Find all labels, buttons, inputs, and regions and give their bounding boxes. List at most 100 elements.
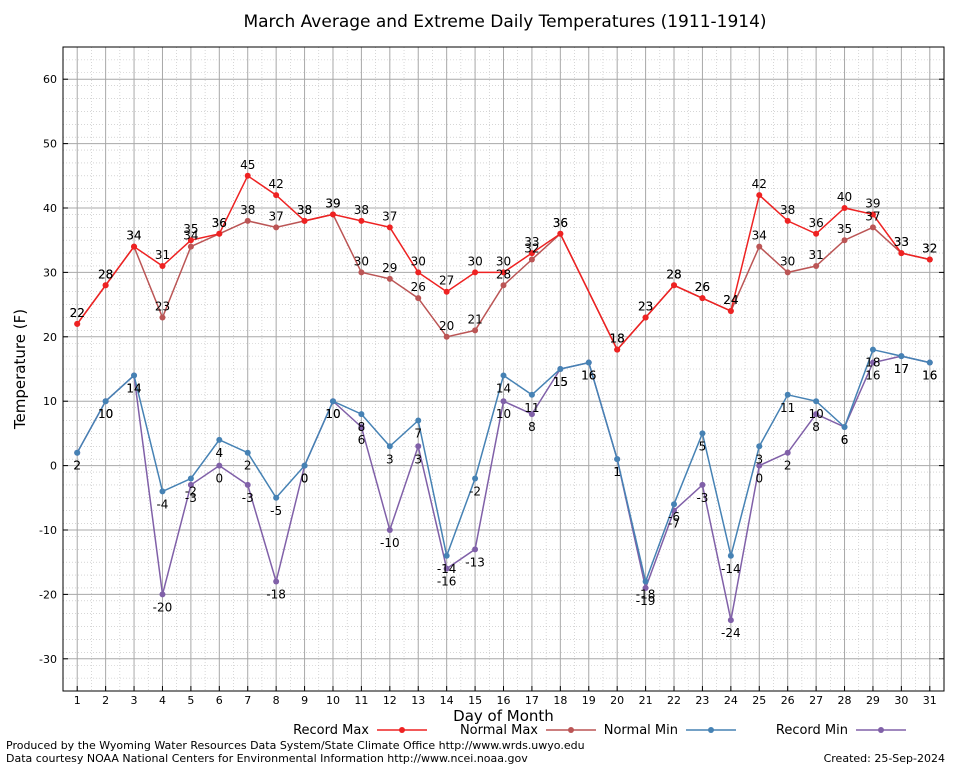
- data-point-normal-min: [187, 475, 194, 482]
- data-label-record-max: 36: [212, 216, 227, 230]
- y-tick-label: 40: [43, 202, 57, 215]
- data-label-record-max: 36: [808, 216, 823, 230]
- data-label-record-min: -16: [437, 575, 457, 589]
- series-layer: [74, 172, 933, 624]
- data-point-record-max: [926, 256, 933, 263]
- data-label-normal-max: 28: [666, 267, 681, 281]
- data-label-normal-max: 39: [325, 196, 340, 210]
- data-point-record-min: [813, 411, 820, 418]
- legend-label: Normal Max: [460, 723, 538, 738]
- data-point-record-max: [699, 295, 706, 302]
- data-point-normal-min: [159, 488, 166, 495]
- x-tick-label: 26: [781, 694, 795, 707]
- data-point-record-min: [642, 584, 649, 591]
- data-label-normal-max: 34: [752, 229, 767, 243]
- data-label-record-min: 10: [98, 407, 113, 421]
- data-label-normal-max: 23: [155, 299, 170, 313]
- data-label-normal-max: 24: [723, 293, 738, 307]
- data-label-normal-max: 38: [240, 203, 255, 217]
- data-label-normal-max: 23: [638, 299, 653, 313]
- data-label-normal-max: 37: [269, 209, 284, 223]
- data-label-record-min: -18: [266, 588, 286, 602]
- data-label-normal-max: 22: [70, 306, 85, 320]
- y-tick-label: 30: [43, 266, 57, 279]
- y-tick-label: -10: [39, 524, 57, 537]
- x-tick-label: 30: [894, 694, 908, 707]
- data-label-record-min: -3: [185, 491, 197, 505]
- data-point-normal-min: [727, 552, 734, 559]
- data-point-record-min: [187, 481, 194, 488]
- x-axis-label: Day of Month: [453, 707, 554, 725]
- data-label-record-max: 38: [297, 203, 312, 217]
- data-label-record-min: 10: [496, 407, 511, 421]
- data-label-normal-min: 14: [496, 381, 511, 395]
- data-label-record-min: 0: [215, 472, 223, 486]
- data-point-normal-max: [358, 269, 365, 276]
- data-label-normal-min: 3: [386, 452, 394, 466]
- data-label-record-max: 38: [780, 203, 795, 217]
- data-label-normal-max: 26: [411, 280, 426, 294]
- data-label-record-min: -3: [696, 491, 708, 505]
- x-tick-label: 21: [639, 694, 653, 707]
- data-point-normal-max: [500, 282, 507, 289]
- data-label-normal-max: 30: [780, 254, 795, 268]
- data-point-normal-max: [528, 256, 535, 263]
- data-point-record-max: [898, 250, 905, 257]
- data-point-normal-min: [386, 443, 393, 450]
- legend-item-normal-min: Normal Min: [604, 723, 736, 738]
- data-label-normal-max: 21: [467, 312, 482, 326]
- data-point-normal-max: [784, 269, 791, 276]
- data-point-normal-min: [74, 449, 81, 456]
- data-label-record-min: -10: [380, 536, 400, 550]
- data-label-normal-min: -2: [469, 484, 481, 498]
- data-label-record-min: 10: [325, 407, 340, 421]
- x-tick-label: 19: [582, 694, 596, 707]
- data-label-normal-min: 15: [553, 375, 568, 389]
- data-point-record-min: [386, 527, 393, 533]
- data-label-record-min: 15: [553, 375, 568, 389]
- x-tick-label: 28: [838, 694, 852, 707]
- data-label-record-max: 38: [354, 203, 369, 217]
- y-tick-label: 20: [43, 331, 57, 344]
- data-point-normal-max: [756, 243, 763, 250]
- data-point-record-max: [244, 172, 251, 179]
- data-label-normal-max: 29: [382, 261, 397, 275]
- data-label-normal-max: 30: [354, 254, 369, 268]
- data-point-normal-max: [869, 224, 876, 231]
- legend-item-record-min: Record Min: [776, 723, 906, 738]
- data-label-record-max: 35: [183, 222, 198, 236]
- y-tick-label: -30: [39, 653, 57, 666]
- legend-label: Record Max: [293, 723, 369, 738]
- y-tick-label: 0: [50, 460, 57, 473]
- data-point-normal-min: [898, 353, 905, 360]
- data-point-record-max: [727, 308, 734, 315]
- data-point-record-max: [159, 262, 166, 269]
- data-point-normal-min: [329, 398, 336, 405]
- data-label-normal-max: 34: [126, 229, 141, 243]
- data-label-normal-min: 0: [301, 472, 309, 486]
- data-point-record-max: [841, 205, 848, 211]
- data-point-record-max: [329, 211, 336, 218]
- data-label-normal-min: 11: [524, 401, 539, 415]
- data-label-normal-min: 8: [358, 420, 366, 434]
- x-tick-label: 7: [244, 694, 251, 707]
- legend-label: Record Min: [776, 723, 848, 738]
- data-label-normal-min: 4: [215, 446, 223, 460]
- grid-major: [63, 47, 944, 691]
- footer-data-courtesy: Data courtesy NOAA National Centers for …: [6, 752, 528, 765]
- data-label-normal-min: 7: [414, 427, 422, 441]
- x-tick-label: 22: [667, 694, 681, 707]
- legend-item-record-max: Record Max: [293, 723, 427, 738]
- data-point-record-min: [500, 398, 507, 405]
- data-point-normal-min: [756, 443, 763, 450]
- data-point-record-max: [784, 217, 791, 224]
- x-tick-label: 29: [866, 694, 880, 707]
- data-point-record-min: [472, 546, 479, 553]
- data-point-normal-min: [699, 430, 706, 437]
- data-label-normal-max: 28: [98, 267, 113, 281]
- x-tick-label: 1: [74, 694, 81, 707]
- series-line-record-max: [76, 174, 930, 352]
- data-label-record-min: 2: [73, 459, 81, 473]
- data-label-record-min: -7: [668, 517, 680, 531]
